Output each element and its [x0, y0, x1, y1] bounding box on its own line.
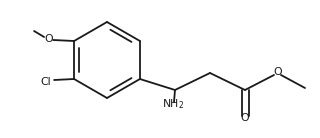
- Text: NH$_2$: NH$_2$: [162, 97, 184, 111]
- Text: Cl: Cl: [40, 77, 51, 87]
- Text: O: O: [45, 34, 53, 44]
- Text: O: O: [274, 67, 282, 77]
- Text: O: O: [241, 113, 249, 123]
